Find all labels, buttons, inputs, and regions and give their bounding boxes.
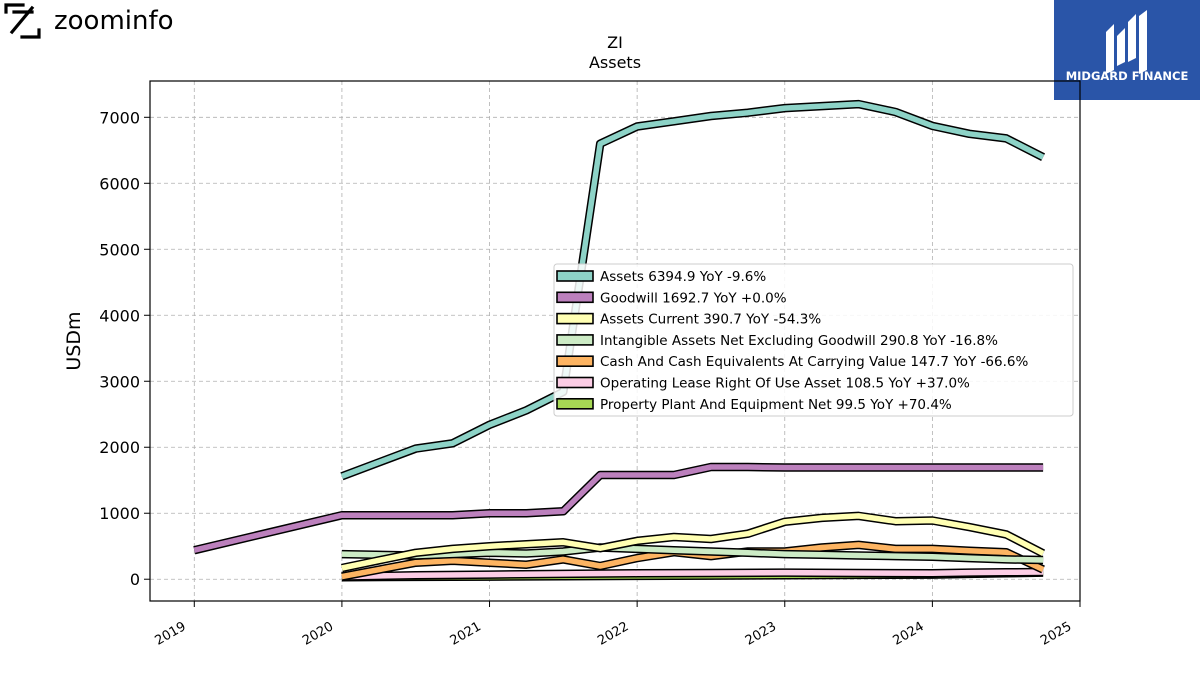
- zoominfo-wordmark: zoominfo: [54, 6, 174, 36]
- series-line: [341, 513, 1045, 571]
- zoominfo-logo: zoominfo: [4, 3, 174, 39]
- series-operating-lease-right-of-use-asset: [341, 567, 1044, 581]
- y-tick-label: 0: [130, 570, 140, 589]
- legend-item: Intangible Assets Net Excluding Goodwill…: [556, 333, 998, 349]
- series-line: [341, 542, 1045, 580]
- y-tick-label: 1000: [99, 504, 140, 523]
- legend-item: Operating Lease Right Of Use Asset 108.5…: [556, 376, 970, 392]
- plot-frame: [149, 80, 1081, 602]
- series-lines: [193, 99, 1046, 582]
- zoominfo-mark-icon: [4, 3, 41, 39]
- legend-label: Cash And Cash Equivalents At Carrying Va…: [600, 354, 1028, 370]
- chart-title: ZI: [607, 33, 623, 52]
- legend-swatch: [556, 291, 594, 304]
- y-tick-label: 7000: [99, 108, 140, 127]
- x-tick-label: 2024: [891, 619, 927, 649]
- series-line: [340, 101, 1045, 479]
- y-tick-label: 6000: [99, 174, 140, 193]
- series-assets-current: [341, 511, 1046, 573]
- legend-label: Intangible Assets Net Excluding Goodwill…: [600, 333, 998, 349]
- series-intangible-assets-net-excluding-goodwill: [341, 543, 1044, 565]
- legend-swatch: [556, 355, 594, 368]
- series-goodwill: [193, 462, 1044, 555]
- x-tick-label: 2021: [448, 619, 484, 649]
- legend-label: Goodwill 1692.7 YoY +0.0%: [600, 290, 787, 306]
- legend-label: Property Plant And Equipment Net 99.5 Yo…: [600, 397, 952, 413]
- legend-swatch: [556, 397, 594, 410]
- series-cash-and-cash-equivalents-at-carrying-value: [341, 540, 1045, 581]
- series-line: [341, 569, 1044, 580]
- y-tick-label: 3000: [99, 372, 140, 391]
- legend-swatch: [556, 334, 594, 346]
- legend-item: Cash And Cash Equivalents At Carrying Va…: [556, 354, 1028, 370]
- x-tick-label: 2020: [300, 619, 336, 649]
- y-tick-label: 5000: [99, 240, 140, 259]
- y-axis: 0 1000 2000 3000 4000 5000 6000 7000: [99, 108, 150, 589]
- series-line: [193, 464, 1044, 553]
- legend-label: Operating Lease Right Of Use Asset 108.5…: [600, 376, 970, 392]
- midgard-wordmark: MIDGARD FINANCE: [1066, 69, 1189, 83]
- x-tick-label: 2023: [743, 619, 779, 649]
- legend-swatch: [556, 312, 594, 325]
- legend-item: Assets 6394.9 YoY -9.6%: [556, 269, 766, 285]
- x-tick-label: 2019: [152, 619, 188, 649]
- x-tick-label: 2022: [595, 619, 631, 649]
- x-axis: 2019 2020 2021 2022 2023 2024 2025: [152, 601, 1081, 649]
- legend-swatch: [556, 376, 594, 389]
- legend-box: [553, 263, 1074, 417]
- series-line: [341, 544, 1044, 563]
- series-assets: [340, 99, 1046, 481]
- y-tick-label: 2000: [99, 438, 140, 457]
- series-line-outline: [193, 462, 1044, 555]
- legend-label: Assets 6394.9 YoY -9.6%: [600, 269, 766, 285]
- x-tick-label: 2025: [1038, 619, 1074, 649]
- legend-swatch: [556, 270, 594, 282]
- legend-item: Assets Current 390.7 YoY -54.3%: [556, 312, 821, 328]
- y-axis-label: USDm: [63, 311, 85, 370]
- midgard-mark-icon: MIDGARD FINANCE: [1066, 10, 1189, 83]
- chart-subtitle: Assets: [589, 53, 641, 72]
- legend-item: Property Plant And Equipment Net 99.5 Yo…: [556, 397, 952, 413]
- legend-label: Assets Current 390.7 YoY -54.3%: [600, 312, 821, 328]
- y-tick-label: 4000: [99, 306, 140, 325]
- legend-item: Goodwill 1692.7 YoY +0.0%: [556, 290, 787, 306]
- midgard-finance-logo: MIDGARD FINANCE: [1054, 0, 1200, 100]
- legend: Assets 6394.9 YoY -9.6% Goodwill 1692.7 Y…: [553, 263, 1074, 417]
